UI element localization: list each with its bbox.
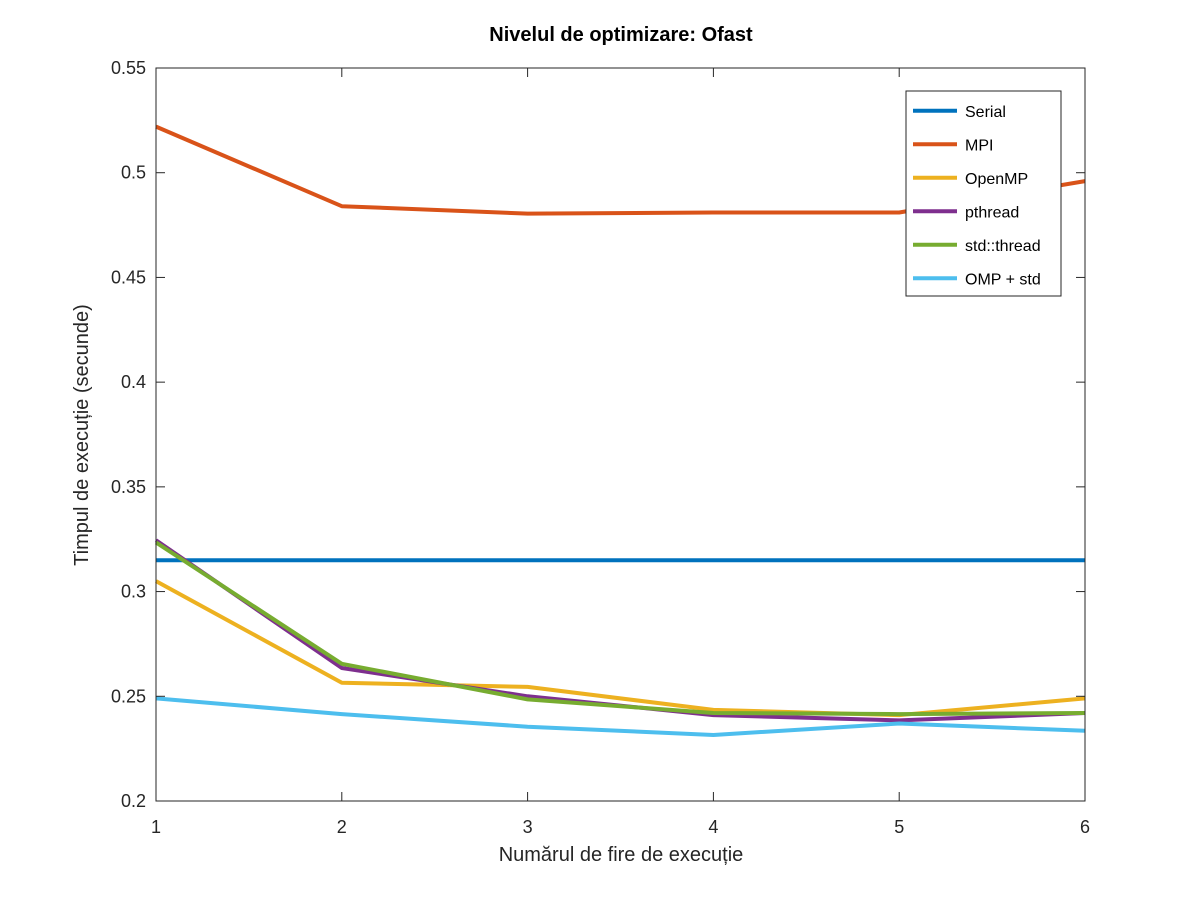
plot-frame xyxy=(155,67,1086,802)
legend-entry: std::thread xyxy=(913,238,1041,255)
y-tick-label: 0.4 xyxy=(121,372,146,392)
legend-label: pthread xyxy=(965,204,1019,221)
legend-entry: OMP + std xyxy=(913,271,1041,288)
legend-label: std::thread xyxy=(965,238,1041,255)
legend-label: Serial xyxy=(965,104,1006,121)
series-line-omp-std xyxy=(155,696,1086,737)
y-axis-label: Timpul de execuție (secunde) xyxy=(71,304,93,566)
y-tick-label: 0.2 xyxy=(121,791,146,811)
y-tick-label: 0.3 xyxy=(121,582,146,602)
series-line-std-thread xyxy=(154,540,1086,717)
plot-area: 1 2 3 4 5 6 0.2 0.25 0.3 0.35 0.4 0.45 0.5 0.55 xyxy=(111,58,1090,837)
legend-entry: Serial xyxy=(913,104,1006,121)
legend-box xyxy=(905,90,1062,297)
series-line-openmp xyxy=(155,579,1086,718)
y-tick-label: 0.45 xyxy=(111,267,146,287)
series-layer xyxy=(154,124,1086,737)
x-tick-label: 2 xyxy=(337,817,347,837)
series-line-pthread xyxy=(154,538,1086,723)
x-axis-label: Numărul de fire de execuție xyxy=(499,844,744,866)
legend-entry: OpenMP xyxy=(913,171,1028,188)
ticks-layer: 1 2 3 4 5 6 0.2 0.25 0.3 0.35 0.4 0.45 0.5 0.55 xyxy=(111,58,1090,837)
legend-entry: pthread xyxy=(913,204,1019,221)
x-tick-label: 5 xyxy=(894,817,904,837)
y-tick-label: 0.35 xyxy=(111,477,146,497)
legend-label: OpenMP xyxy=(965,171,1028,188)
x-tick-label: 1 xyxy=(151,817,161,837)
legend-entry: MPI xyxy=(913,137,993,154)
legend-label: OMP + std xyxy=(965,271,1041,288)
y-tick-label: 0.5 xyxy=(121,163,146,183)
y-tick-label: 0.25 xyxy=(111,686,146,706)
y-tick-label: 0.55 xyxy=(111,58,146,78)
x-tick-label: 4 xyxy=(708,817,718,837)
legend-label: MPI xyxy=(965,137,993,154)
x-tick-label: 3 xyxy=(523,817,533,837)
x-tick-label: 6 xyxy=(1080,817,1090,837)
chart-title: Nivelul de optimizare: Ofast xyxy=(489,24,753,46)
